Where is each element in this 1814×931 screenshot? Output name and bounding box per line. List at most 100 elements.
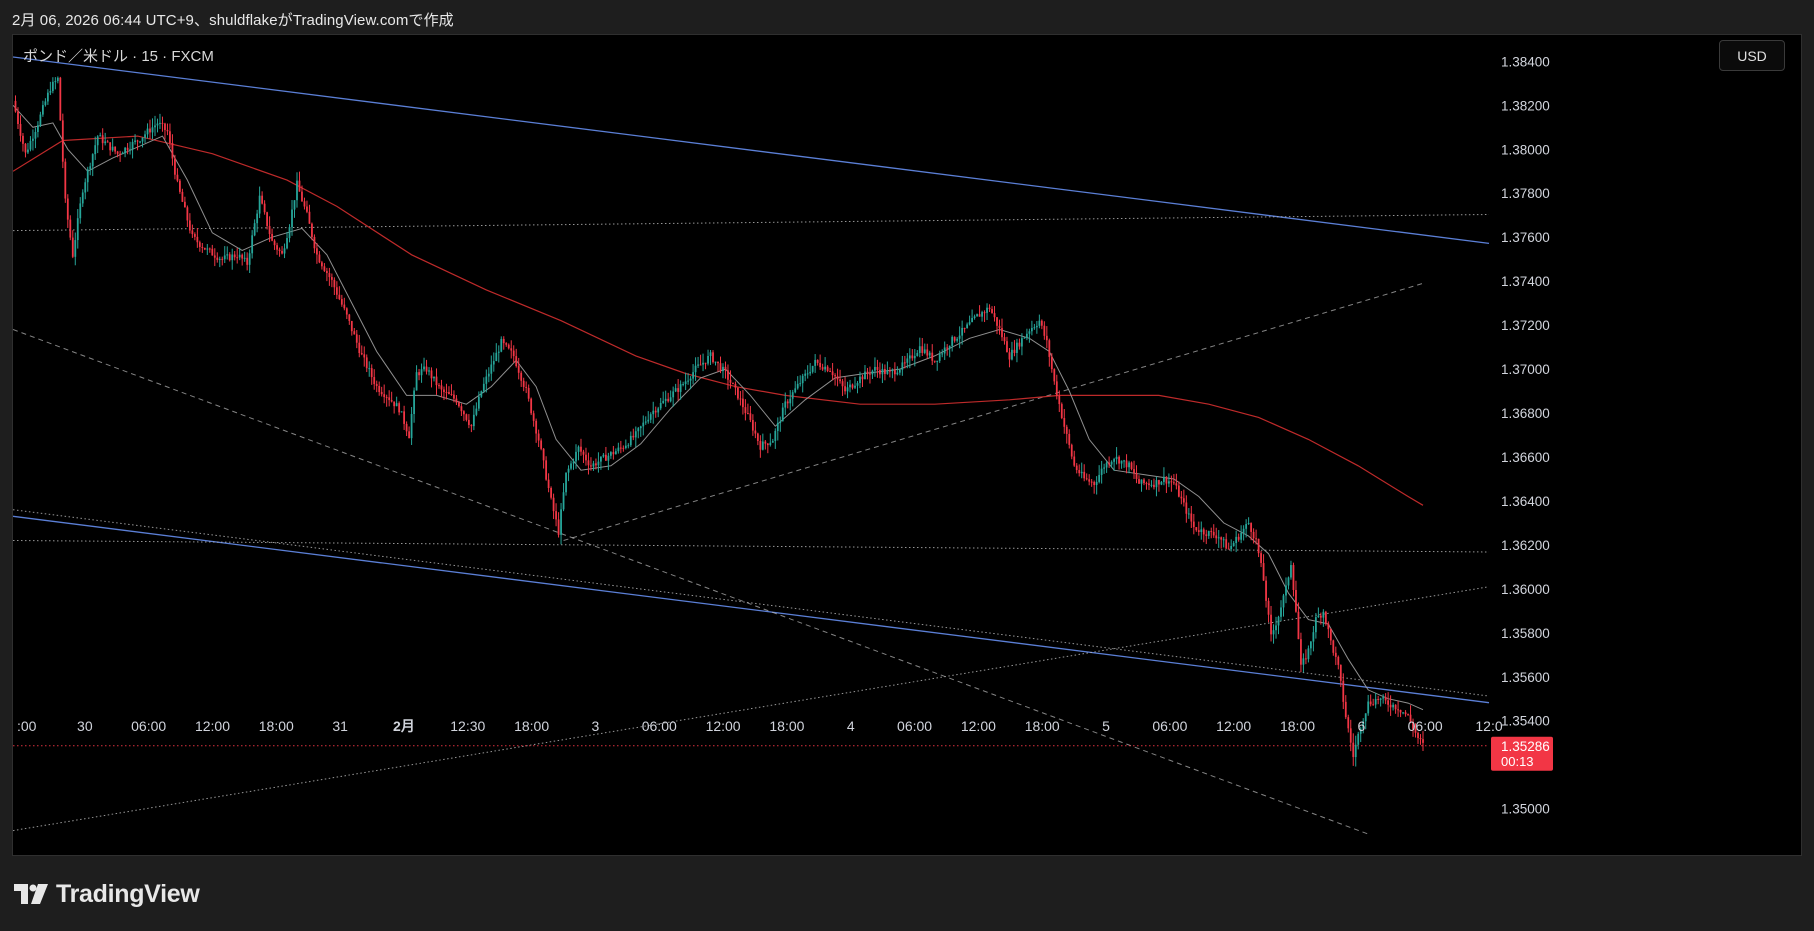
x-tick-label: :00 — [17, 718, 37, 734]
candle-body — [577, 446, 580, 452]
candle-body — [552, 497, 555, 512]
currency-button[interactable]: USD — [1719, 40, 1785, 71]
candle-body — [1290, 565, 1292, 578]
tradingview-logo[interactable]: TradingView — [14, 880, 200, 908]
candle-body — [1190, 513, 1193, 522]
x-tick-label: 12:0 — [1475, 718, 1502, 734]
candle-body — [1232, 543, 1235, 547]
candle-body — [505, 343, 508, 345]
candle-body — [801, 375, 804, 384]
candle-body — [208, 248, 211, 250]
candle-body — [71, 237, 74, 257]
x-tick-label: 12:30 — [450, 718, 485, 734]
candle-body — [467, 419, 470, 425]
candle-body — [69, 219, 72, 238]
candle-body — [1115, 456, 1118, 460]
candle-body — [936, 360, 939, 362]
x-tick-label: 06:00 — [1408, 718, 1443, 734]
candle-body — [1095, 481, 1098, 486]
candle-body — [106, 141, 109, 143]
candle-body — [296, 180, 298, 201]
candle-body — [585, 454, 587, 461]
candle-body — [754, 430, 757, 434]
candle-body — [1028, 331, 1031, 334]
candle-body — [1344, 701, 1347, 718]
candle-body — [343, 304, 346, 309]
candle-body — [49, 90, 52, 93]
candle-body — [699, 364, 702, 366]
candle-body — [86, 169, 89, 183]
candle-body — [871, 370, 874, 375]
candle-body — [831, 371, 834, 376]
candle-body — [353, 331, 356, 335]
candle-body — [530, 398, 533, 414]
x-tick-label: 06:00 — [897, 718, 932, 734]
candle-body — [221, 258, 224, 260]
candle-body — [1093, 482, 1096, 486]
y-tick-label: 1.38400 — [1501, 54, 1550, 69]
y-tick-label: 1.36800 — [1501, 406, 1550, 421]
candle-body — [1222, 539, 1225, 541]
candle-body — [166, 129, 169, 132]
candle-body — [1245, 523, 1248, 529]
candle-body — [719, 363, 722, 372]
candle-body — [926, 349, 929, 356]
candle-body — [622, 447, 625, 449]
candle-body — [61, 120, 64, 162]
y-tick-label: 1.36200 — [1501, 538, 1550, 553]
candle-body — [1309, 641, 1312, 649]
candle-body — [1404, 712, 1407, 715]
candle-body — [480, 391, 483, 397]
candle-body — [677, 388, 680, 392]
candle-body — [109, 142, 112, 151]
candle-body — [587, 460, 590, 466]
candle-body — [769, 442, 772, 446]
x-tick-label: 2月 — [393, 718, 415, 734]
candle-body — [654, 410, 657, 413]
y-tick-label: 1.37000 — [1501, 362, 1550, 377]
candle-body — [146, 128, 149, 135]
candle-body — [861, 376, 864, 380]
candle-body — [614, 451, 617, 455]
candle-body — [223, 255, 226, 260]
candle-body — [41, 105, 44, 115]
symbol-label[interactable]: ポンド／米ドル · 15 · FXCM — [23, 48, 214, 65]
candle-body — [1367, 701, 1370, 714]
candle-body — [1295, 589, 1297, 612]
price-chart-svg[interactable]: 1.38400 1.38200 1.38000 1.37800 1.37600 1.374… — [13, 35, 1801, 855]
candle-body — [776, 422, 779, 431]
x-tick-label: 3 — [592, 718, 600, 734]
candle-body — [727, 370, 729, 380]
candle-body — [316, 248, 318, 255]
candle-body — [674, 388, 677, 392]
chart-panel[interactable]: 1.38400 1.38200 1.38000 1.37800 1.37600 1.374… — [12, 34, 1802, 856]
candle-body — [1387, 700, 1390, 705]
candle-body — [1334, 652, 1337, 657]
candle-body — [946, 347, 949, 349]
candle-body — [839, 379, 841, 382]
candle-body — [824, 366, 827, 370]
candle-body — [771, 440, 774, 443]
x-tick-label: 12:00 — [961, 718, 996, 734]
candle-body — [634, 431, 637, 438]
candle-body — [497, 351, 500, 353]
y-tick-label: 1.35800 — [1501, 626, 1550, 641]
candle-body — [1158, 480, 1160, 485]
candle-body — [923, 349, 926, 353]
candle-body — [66, 198, 69, 220]
candle-body — [418, 372, 420, 376]
candle-body — [1035, 325, 1038, 328]
candle-body — [256, 213, 259, 224]
candle-body — [228, 254, 231, 261]
candle-body — [144, 134, 146, 138]
candle-body — [435, 376, 438, 386]
candle-body — [1317, 615, 1320, 618]
candle-body — [550, 488, 552, 498]
candle-body — [448, 392, 450, 395]
candle-body — [1192, 521, 1195, 528]
candle-body — [126, 147, 129, 151]
candle-body — [17, 111, 19, 125]
candle-body — [540, 440, 543, 449]
candle-body — [91, 154, 94, 167]
candle-body — [896, 372, 899, 375]
